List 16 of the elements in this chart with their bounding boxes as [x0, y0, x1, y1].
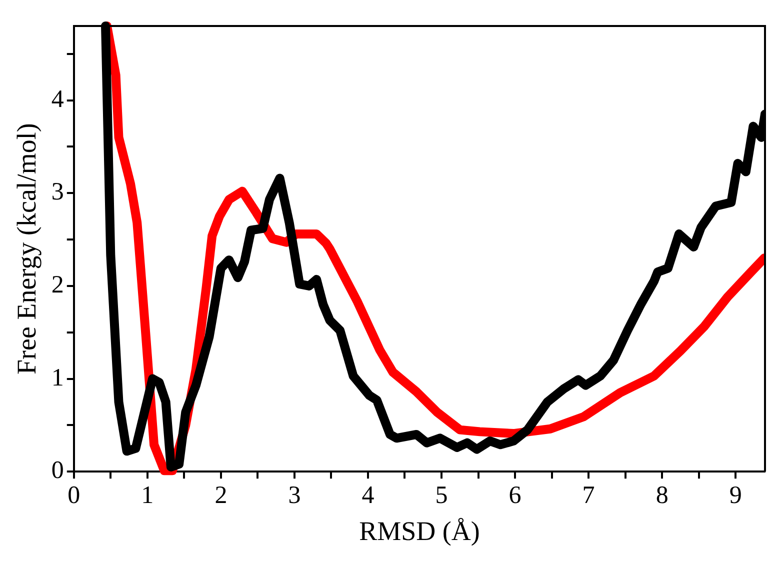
x-tick-label: 1 — [141, 482, 154, 510]
x-tick-label: 9 — [729, 482, 742, 510]
x-tick-label: 7 — [582, 482, 595, 510]
y-tick-label: 4 — [51, 86, 64, 113]
y-tick-label: 2 — [51, 271, 64, 298]
y-axis-title: Free Energy (kcal/mol) — [11, 123, 42, 375]
y-tick-label: 3 — [51, 178, 64, 206]
x-tick-label: 2 — [214, 482, 228, 510]
y-tick-label: 1 — [51, 364, 64, 392]
x-tick-label: 8 — [656, 482, 668, 510]
x-axis-title: RMSD (Å) — [359, 516, 480, 546]
y-tick-label: 0 — [51, 457, 64, 484]
x-tick-label: 3 — [288, 482, 301, 510]
x-tick-label: 5 — [435, 482, 448, 510]
x-tick-label: 4 — [362, 482, 375, 510]
x-tick-label: 6 — [508, 482, 522, 510]
